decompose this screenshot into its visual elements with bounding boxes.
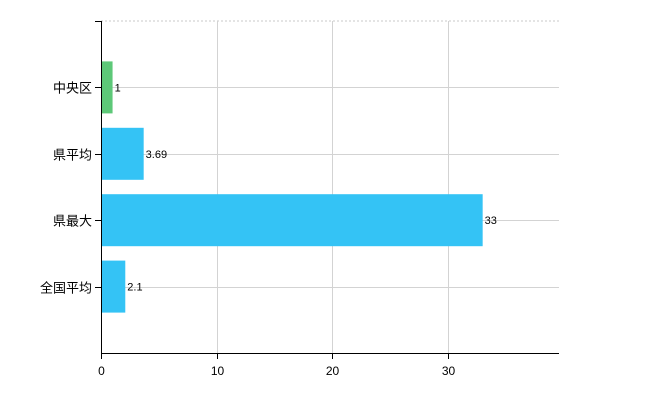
category-label: 中央区 [53,82,92,97]
data-label: 3.69 [146,149,167,161]
x-tick-label: 30 [442,364,456,378]
data-label: 33 [485,215,497,227]
category-label: 県平均 [53,149,92,164]
category-label: 県最大 [53,215,92,230]
x-tick-label: 20 [326,364,340,378]
x-tick-label: 10 [211,364,225,378]
bar [101,127,144,180]
axes [95,21,559,359]
x-tick-label: 0 [98,364,105,378]
bar [101,61,113,114]
bar [101,194,483,247]
grid [101,20,559,353]
bars [101,61,483,313]
data-label: 2.1 [127,282,142,294]
bar [101,260,126,313]
data-label: 1 [115,82,121,94]
category-label: 全国平均 [40,281,92,297]
